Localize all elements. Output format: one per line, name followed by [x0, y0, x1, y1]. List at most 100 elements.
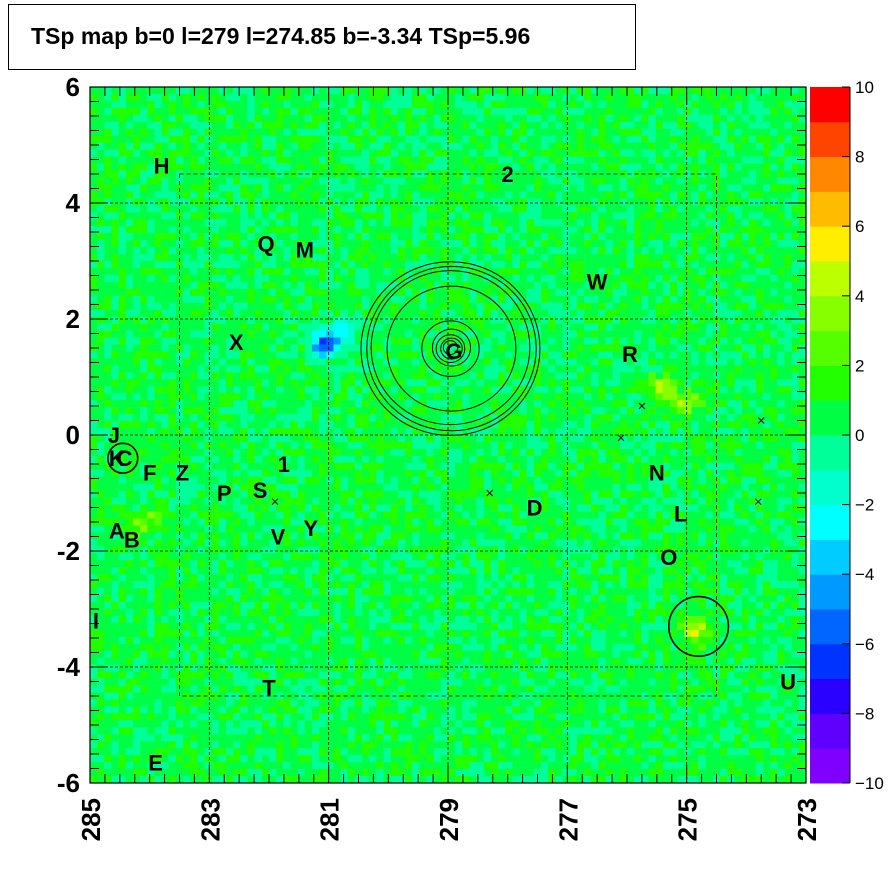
heatmap-cell [548, 414, 556, 422]
heatmap-cell [705, 93, 714, 102]
heatmap-cell [125, 407, 134, 415]
heatmap-cell [269, 198, 277, 206]
heatmap-cell [390, 344, 399, 352]
heatmap-cell [104, 121, 112, 130]
heatmap-cell [290, 421, 298, 429]
heatmap-cell [240, 316, 248, 324]
heatmap-cell [240, 114, 248, 123]
heatmap-cell [190, 226, 198, 234]
heatmap-cell [397, 386, 406, 394]
heatmap-cell [569, 142, 578, 150]
heatmap-cell [347, 358, 356, 366]
heatmap-cell [505, 114, 513, 123]
heatmap-cell [132, 128, 141, 137]
heatmap-cell [770, 212, 778, 220]
heatmap-cell [576, 358, 585, 366]
heatmap-cell [175, 316, 184, 324]
heatmap-cell [319, 135, 327, 143]
heatmap-cell [390, 240, 399, 248]
heatmap-cell [784, 149, 792, 157]
heatmap-cell [483, 226, 492, 234]
heatmap-cell [154, 428, 162, 436]
heatmap-cell [204, 219, 213, 227]
heatmap-cell [541, 267, 549, 276]
heatmap-cell [483, 407, 492, 415]
heatmap-cell [798, 295, 807, 304]
heatmap-cell [698, 323, 707, 331]
heatmap-cell [90, 100, 98, 109]
heatmap-cell [269, 428, 277, 436]
heatmap-cell [283, 393, 291, 401]
heatmap-cell [154, 344, 162, 352]
heatmap-cell [770, 407, 778, 415]
heatmap-cell [698, 281, 707, 290]
heatmap-cell [362, 170, 370, 178]
heatmap-cell [705, 421, 714, 429]
heatmap-cell [218, 379, 227, 387]
heatmap-cell [405, 114, 413, 123]
heatmap-cell [555, 309, 563, 317]
heatmap-cell [397, 267, 406, 276]
heatmap-cell [333, 351, 341, 359]
heatmap-cell [326, 344, 334, 352]
heatmap-cell [584, 219, 592, 227]
heatmap-cell [541, 428, 549, 436]
heatmap-cell [669, 107, 678, 116]
heatmap-cell [448, 100, 456, 109]
heatmap-cell [254, 191, 263, 199]
heatmap-cell [476, 351, 485, 359]
heatmap-cell [455, 344, 463, 352]
heatmap-cell [720, 316, 728, 324]
heatmap-cell [97, 87, 105, 95]
heatmap-cell [669, 407, 678, 415]
heatmap-cell [483, 421, 492, 429]
heatmap-cell [784, 87, 792, 95]
heatmap-cell [197, 421, 205, 429]
heatmap-cell [533, 309, 542, 317]
heatmap-cell [161, 379, 170, 387]
heatmap-cell [691, 87, 699, 95]
heatmap-cell [311, 351, 320, 359]
heatmap-cell [691, 428, 699, 436]
heatmap-cell [118, 323, 127, 331]
heatmap-cell [455, 288, 463, 297]
heatmap-cell [326, 309, 334, 317]
heatmap-cell [104, 302, 112, 311]
heatmap-cell [541, 309, 549, 317]
heatmap-cell [154, 295, 162, 304]
heatmap-cell [276, 212, 284, 220]
heatmap-cell [111, 428, 119, 436]
heatmap-cell [605, 400, 613, 408]
heatmap-cell [276, 316, 284, 324]
heatmap-cell [118, 247, 127, 255]
heatmap-cell [612, 233, 621, 241]
heatmap-cell [240, 87, 248, 95]
heatmap-cell [419, 365, 427, 373]
heatmap-cell [369, 135, 377, 143]
heatmap-cell [519, 149, 528, 157]
heatmap-cell [233, 254, 241, 262]
heatmap-cell [254, 400, 263, 408]
heatmap-cell [669, 254, 678, 262]
heatmap-cell [548, 240, 556, 248]
heatmap-cell [741, 177, 750, 185]
heatmap-cell [405, 184, 413, 192]
heatmap-cell [132, 330, 141, 338]
heatmap-cell [397, 393, 406, 401]
heatmap-cell [433, 240, 442, 248]
heatmap-cell [734, 386, 742, 394]
heatmap-cell [727, 254, 735, 262]
heatmap-cell [390, 212, 399, 220]
heatmap-cell [519, 358, 528, 366]
heatmap-cell [641, 267, 649, 276]
heatmap-cell [269, 302, 277, 311]
heatmap-cell [455, 323, 463, 331]
heatmap-cell [512, 247, 520, 255]
heatmap-cell [190, 344, 198, 352]
heatmap-cell [455, 233, 463, 241]
heatmap-cell [175, 428, 184, 436]
heatmap-cell [383, 240, 392, 248]
heatmap-cell [104, 247, 112, 255]
heatmap-cell [455, 149, 463, 157]
heatmap-cell [269, 316, 277, 324]
